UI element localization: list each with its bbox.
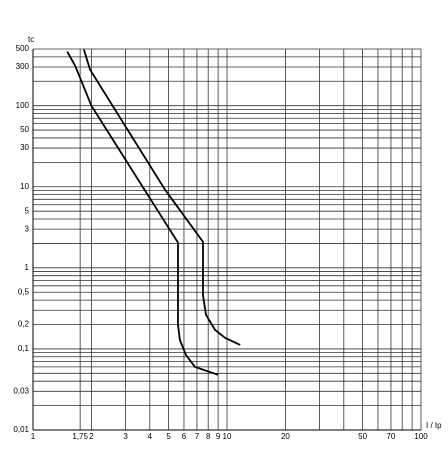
x-tick-label: 8 [206, 432, 211, 441]
x-tick-label: 5 [166, 432, 171, 441]
x-tick-label: 2 [89, 432, 94, 441]
y-tick-label: 0,2 [18, 320, 30, 329]
y-tick-label: 500 [16, 44, 30, 53]
y-tick-label: 100 [16, 101, 30, 110]
y-tick-label: 0,5 [18, 287, 30, 296]
x-tick-label: 1 [31, 432, 36, 441]
x-tick-label: 3 [123, 432, 128, 441]
y-tick-label: 10 [20, 182, 29, 191]
y-tick-label: 50 [20, 125, 29, 134]
x-tick-label: 1,75 [72, 432, 88, 441]
x-tick-label: 10 [223, 432, 232, 441]
y-tick-label: 3 [25, 224, 30, 233]
x-tick-label: 7 [195, 432, 200, 441]
x-tick-label: 9 [216, 432, 221, 441]
curve [83, 49, 241, 346]
y-tick-label: 0,1 [18, 344, 30, 353]
x-tick-label: 50 [358, 432, 367, 441]
y-tick-label: 1 [25, 263, 30, 272]
x-tick-label: 70 [386, 432, 395, 441]
x-tick-label: 4 [148, 432, 153, 441]
x-tick-label: 20 [281, 432, 290, 441]
x-tick-label: 100 [414, 432, 428, 441]
y-tick-label: 5 [25, 206, 30, 215]
y-tick-label: 0,01 [13, 425, 29, 434]
x-axis-label: I / Ip [426, 421, 442, 430]
y-tick-label: 300 [16, 62, 30, 71]
curve [66, 51, 219, 376]
y-tick-label: 30 [20, 143, 29, 152]
y-axis-label: tc [28, 35, 34, 44]
x-tick-label: 6 [182, 432, 187, 441]
y-tick-label: 0,03 [13, 386, 29, 395]
